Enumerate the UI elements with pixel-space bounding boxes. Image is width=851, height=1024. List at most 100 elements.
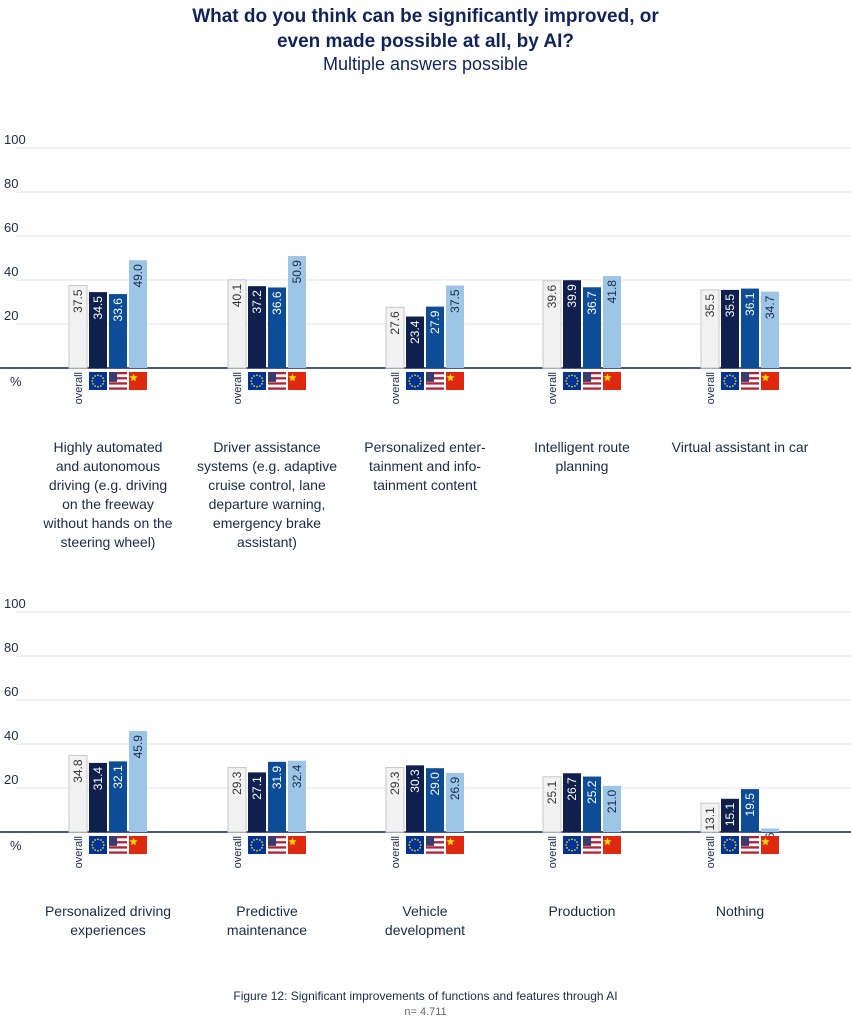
category-group: 29.3 27.1 31.9 32.4 overall Predictive mainten… bbox=[227, 760, 307, 938]
data-label: 29.0 bbox=[428, 772, 442, 796]
china-flag-icon bbox=[761, 372, 779, 390]
bar bbox=[721, 798, 739, 832]
bar bbox=[542, 776, 562, 833]
bar bbox=[248, 772, 266, 832]
category-group: 34.8 31.4 32.1 45.9 overall Personalized driv… bbox=[45, 731, 171, 938]
category-label: Production bbox=[549, 903, 616, 919]
category-group: 25.1 26.7 25.2 21.0 overall Production bbox=[542, 773, 621, 919]
data-label: 37.5 bbox=[448, 289, 462, 313]
china-flag-icon bbox=[603, 372, 621, 390]
category-label: Vehicle development bbox=[385, 903, 465, 938]
bar bbox=[288, 256, 306, 368]
data-label: 25.1 bbox=[545, 780, 559, 804]
data-label: 37.2 bbox=[250, 290, 264, 314]
bar bbox=[761, 828, 779, 832]
eu-flag-icon bbox=[89, 372, 107, 390]
unit-label: % bbox=[10, 838, 22, 853]
bar bbox=[761, 291, 779, 368]
data-label: 32.1 bbox=[111, 765, 125, 789]
us-flag-icon bbox=[426, 836, 444, 854]
bar bbox=[406, 316, 424, 368]
bar bbox=[563, 773, 581, 832]
bar bbox=[385, 767, 405, 833]
data-label: 32.4 bbox=[290, 764, 304, 788]
data-label: 15.1 bbox=[723, 802, 737, 826]
data-label: 31.9 bbox=[270, 765, 284, 789]
category-group: 13.115.119.51.6overallNothing bbox=[700, 789, 779, 919]
data-label: 34.8 bbox=[71, 759, 85, 783]
china-flag-icon bbox=[288, 836, 306, 854]
data-label: 39.9 bbox=[565, 284, 579, 308]
category-label: Nothing bbox=[716, 903, 764, 919]
data-label: 45.9 bbox=[131, 735, 145, 759]
us-flag-icon bbox=[741, 372, 759, 390]
category-group: 40.1 37.2 36.6 50.9 overall Driver assistance… bbox=[197, 256, 337, 550]
data-label: 36.7 bbox=[585, 291, 599, 315]
bar bbox=[700, 289, 720, 369]
overall-label: overall bbox=[705, 836, 717, 868]
bar bbox=[109, 761, 127, 832]
bar bbox=[542, 280, 562, 369]
bar bbox=[741, 789, 759, 832]
data-label: 29.3 bbox=[230, 771, 244, 795]
data-label: 41.8 bbox=[605, 280, 619, 304]
us-flag-icon bbox=[741, 836, 759, 854]
bar bbox=[426, 306, 444, 368]
bar bbox=[129, 260, 147, 368]
china-flag-icon bbox=[288, 372, 306, 390]
data-label: 35.5 bbox=[703, 294, 717, 318]
overall-label: overall bbox=[73, 836, 85, 868]
y-tick-label: 60 bbox=[4, 684, 18, 699]
bar bbox=[700, 802, 720, 833]
us-flag-icon bbox=[583, 372, 601, 390]
data-label: 40.1 bbox=[230, 283, 244, 307]
y-tick-label: 60 bbox=[4, 220, 18, 235]
overall-label: overall bbox=[232, 372, 244, 404]
y-tick-label: 40 bbox=[4, 728, 18, 743]
category-label: Driver assistance systems (e.g. adaptive c… bbox=[197, 439, 337, 550]
y-tick-label: 80 bbox=[4, 176, 18, 191]
data-label: 13.1 bbox=[703, 807, 717, 831]
y-tick-label: 100 bbox=[4, 132, 26, 147]
category-label: Virtual assistant in car bbox=[672, 439, 809, 455]
china-flag-icon bbox=[603, 836, 621, 854]
eu-flag-icon bbox=[89, 836, 107, 854]
chart-title: What do you think can be significantly i… bbox=[0, 4, 851, 54]
bar bbox=[426, 768, 444, 832]
data-label: 36.6 bbox=[270, 291, 284, 315]
bar bbox=[603, 276, 621, 368]
eu-flag-icon bbox=[406, 836, 424, 854]
eu-flag-icon bbox=[721, 372, 739, 390]
y-tick-label: 40 bbox=[4, 264, 18, 279]
us-flag-icon bbox=[426, 372, 444, 390]
bar bbox=[89, 292, 107, 368]
chart-panel-2: 20 40 60 80 100% 34.8 31.4 32.1 45.9 overall Perso… bbox=[0, 596, 851, 938]
bar bbox=[446, 772, 464, 832]
chart-subtitle: Multiple answers possible bbox=[322, 54, 529, 74]
us-flag-icon bbox=[109, 836, 127, 854]
y-tick-label: 100 bbox=[4, 596, 26, 611]
china-flag-icon bbox=[129, 372, 147, 390]
chart-panel-1: 20 40 60 80 100% 37.5 34.5 33.6 49.0 overall Highl… bbox=[0, 132, 851, 550]
data-label: 19.5 bbox=[743, 793, 757, 817]
data-label: 39.6 bbox=[545, 285, 559, 309]
data-label: 26.9 bbox=[448, 776, 462, 800]
data-label: 30.3 bbox=[408, 769, 422, 793]
unit-label: % bbox=[10, 374, 22, 389]
category-group: 37.5 34.5 33.6 49.0 overall Highly automated a… bbox=[42, 260, 173, 550]
overall-label: overall bbox=[705, 372, 717, 404]
china-flag-icon bbox=[446, 372, 464, 390]
data-label: 33.6 bbox=[111, 298, 125, 322]
bar bbox=[721, 289, 739, 368]
overall-label: overall bbox=[390, 372, 402, 404]
title-line-2: even made possible at all, by AI? bbox=[276, 31, 575, 52]
bar bbox=[109, 294, 127, 368]
us-flag-icon bbox=[268, 836, 286, 854]
bar bbox=[583, 287, 601, 368]
data-label: 21.0 bbox=[605, 789, 619, 813]
china-flag-icon bbox=[761, 836, 779, 854]
bar bbox=[268, 761, 286, 832]
y-tick-label: 80 bbox=[4, 640, 18, 655]
overall-label: overall bbox=[390, 836, 402, 868]
bar bbox=[129, 731, 147, 832]
